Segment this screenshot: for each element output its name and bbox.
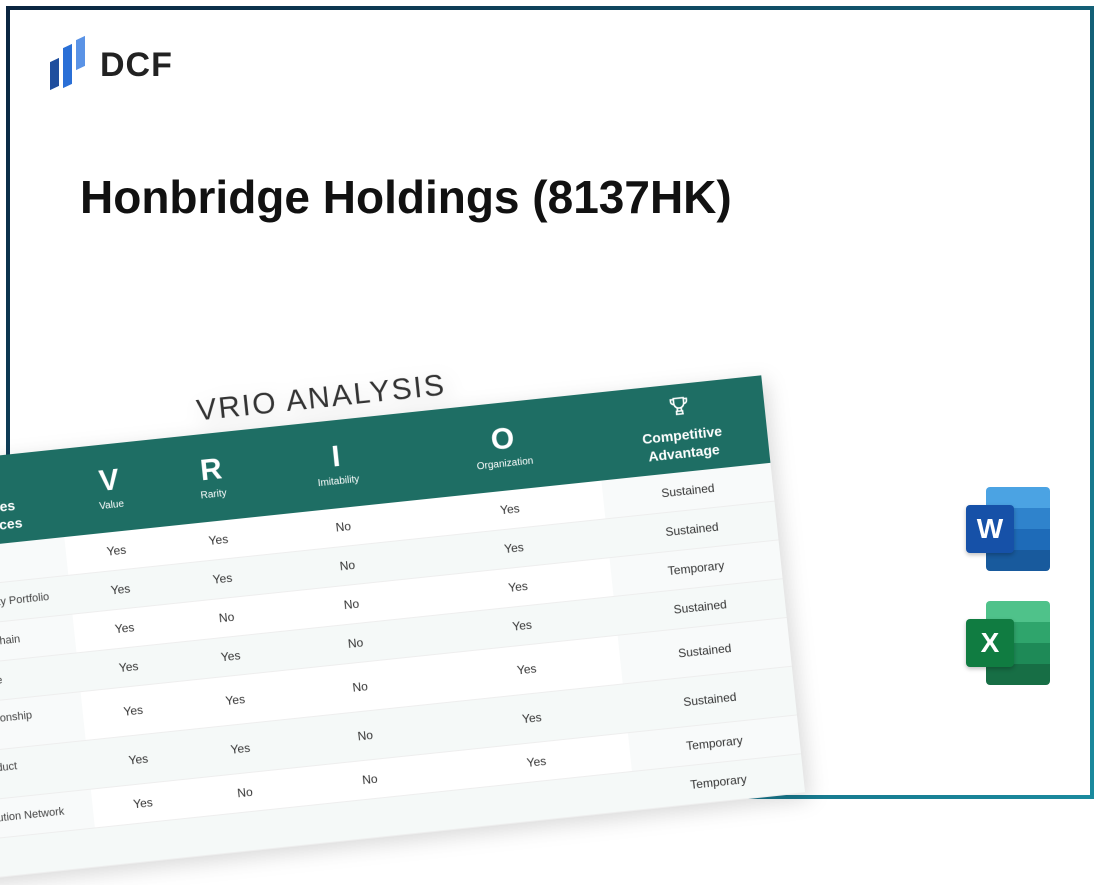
brand-logo: DCF	[50, 38, 173, 92]
excel-icon[interactable]: X	[966, 601, 1050, 685]
download-icons: W X	[966, 487, 1050, 685]
cell-cap	[0, 828, 99, 885]
col-capabilities-label: Capabilitiesor Resources	[0, 492, 57, 545]
logo-text: DCF	[100, 46, 173, 85]
col-i: IImitability	[259, 412, 414, 515]
page-title: Honbridge Holdings (8137HK)	[80, 170, 732, 224]
logo-mark-icon	[50, 38, 90, 92]
word-letter: W	[966, 505, 1014, 553]
vrio-chart: VRIO ANALYSIS Capabilitiesor Resources V…	[0, 335, 805, 885]
word-icon[interactable]: W	[966, 487, 1050, 571]
excel-letter: X	[966, 619, 1014, 667]
col-r: RRarity	[155, 428, 268, 527]
col-advantage: CompetitiveAdvantage	[592, 375, 770, 481]
col-v: VValue	[55, 439, 164, 537]
vrio-table: Capabilitiesor Resources VValue RRarity …	[0, 375, 805, 885]
card-frame: DCF Honbridge Holdings (8137HK) VRIO ANA…	[6, 6, 1094, 799]
